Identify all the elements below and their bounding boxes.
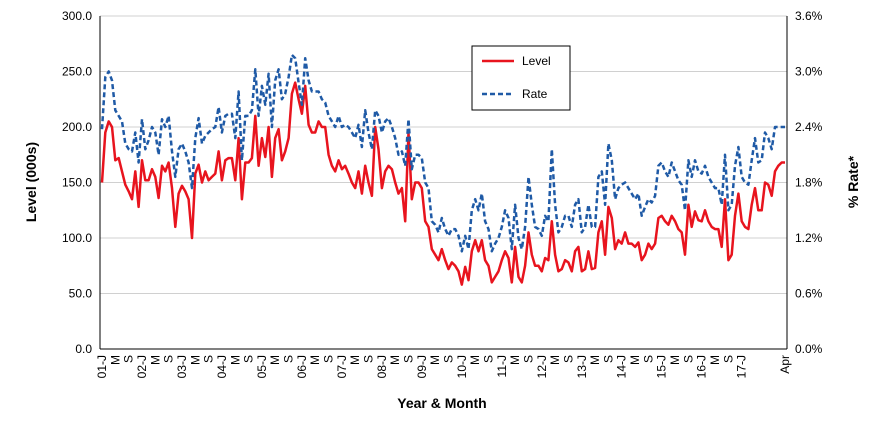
y-left-tick-label: 250.0: [62, 65, 92, 79]
x-tick-label: M: [228, 355, 242, 365]
x-tick-label: S: [481, 355, 495, 363]
y-right-tick-label: 3.0%: [795, 65, 823, 79]
x-tick-label: S: [641, 355, 655, 363]
x-tick-label: S: [282, 355, 296, 363]
x-tick-label: M: [148, 355, 162, 365]
x-tick-label: 12-J: [535, 355, 549, 378]
x-tick-label: S: [322, 355, 336, 363]
y-right-tick-label: 2.4%: [795, 120, 823, 134]
x-tick-label: S: [601, 355, 615, 363]
x-tick-label: S: [202, 355, 216, 363]
x-tick-label: S: [441, 355, 455, 363]
series-lines: [100, 53, 785, 286]
x-tick-label: 03-J: [175, 355, 189, 378]
x-tick-label: 05-J: [255, 355, 269, 378]
y-left-tick-label: 0.0: [75, 342, 92, 356]
x-tick-label: 04-J: [215, 355, 229, 378]
y-right-tick-label: 3.6%: [795, 9, 823, 23]
x-tick-label: 06-J: [295, 355, 309, 378]
x-tick-label: 01-J: [95, 355, 109, 378]
x-tick-label: 08-J: [375, 355, 389, 378]
x-tick-label: M: [188, 355, 202, 365]
x-tick-label: S: [402, 355, 416, 363]
x-tick-label: M: [548, 355, 562, 365]
x-tick-label: S: [721, 355, 735, 363]
x-tick-label: 09-J: [415, 355, 429, 378]
x-axis-title: Year & Month: [397, 395, 486, 411]
y-left-tick-label: 50.0: [69, 287, 93, 301]
y-right-tick-label: 1.8%: [795, 176, 823, 190]
x-tick-label: S: [521, 355, 535, 363]
series-line-rate: [100, 53, 785, 253]
right-axis-ticks: 0.0% 0.6% 1.2% 1.8% 2.4% 3.0% 3.6%: [795, 9, 823, 356]
left-axis-ticks: 0.0 50.0 100.0 150.0 200.0 250.0 300.0: [62, 9, 92, 356]
x-tick-label: M: [108, 355, 122, 365]
x-tick-label: 15-J: [655, 355, 669, 378]
y-axis-right-title: % Rate*: [845, 155, 861, 208]
x-tick-label: M: [588, 355, 602, 365]
x-tick-label: S: [681, 355, 695, 363]
x-tick-label: Apr: [778, 355, 792, 374]
legend-rate-label: Rate: [522, 87, 548, 101]
x-tick-label: M: [668, 355, 682, 365]
x-tick-label: M: [628, 355, 642, 365]
x-tick-label: 14-J: [615, 355, 629, 378]
y-right-tick-label: 0.0%: [795, 342, 823, 356]
x-tick-label: M: [508, 355, 522, 365]
x-tick-label: 11-J: [495, 355, 509, 377]
y-left-tick-label: 200.0: [62, 120, 92, 134]
series-line-level: [100, 81, 785, 286]
x-tick-label: 02-J: [135, 355, 149, 378]
x-tick-label: M: [268, 355, 282, 365]
x-tick-label: M: [428, 355, 442, 365]
y-right-tick-label: 0.6%: [795, 287, 823, 301]
x-tick-label: M: [308, 355, 322, 365]
legend: Level Rate: [471, 45, 571, 111]
y-left-tick-label: 100.0: [62, 231, 92, 245]
x-tick-label: S: [561, 355, 575, 363]
x-tick-label: 10-J: [455, 355, 469, 378]
x-tick-label: 07-J: [335, 355, 349, 378]
y-left-tick-label: 300.0: [62, 9, 92, 23]
y-axis-left-title: Level (000s): [23, 142, 39, 222]
x-tick-label: 17-J: [735, 355, 749, 378]
y-right-tick-label: 1.2%: [795, 231, 823, 245]
x-tick-label: M: [388, 355, 402, 365]
y-left-tick-label: 150.0: [62, 176, 92, 190]
x-tick-label: M: [468, 355, 482, 365]
legend-box: [471, 45, 571, 111]
x-tick-label: S: [242, 355, 256, 363]
x-tick-label: 16-J: [695, 355, 709, 378]
legend-level-label: Level: [522, 54, 551, 68]
x-tick-label: S: [362, 355, 376, 363]
x-tick-label: S: [162, 355, 176, 363]
x-axis-ticks: 01-J M S 02-J M S 03-J M S 04-J M S 05-J M S 06-J M S 07-J…: [95, 355, 792, 378]
x-tick-label: S: [122, 355, 136, 363]
axes: [99, 16, 788, 350]
x-tick-label: M: [348, 355, 362, 365]
x-tick-label: M: [708, 355, 722, 365]
x-tick-label: 13-J: [575, 355, 589, 378]
